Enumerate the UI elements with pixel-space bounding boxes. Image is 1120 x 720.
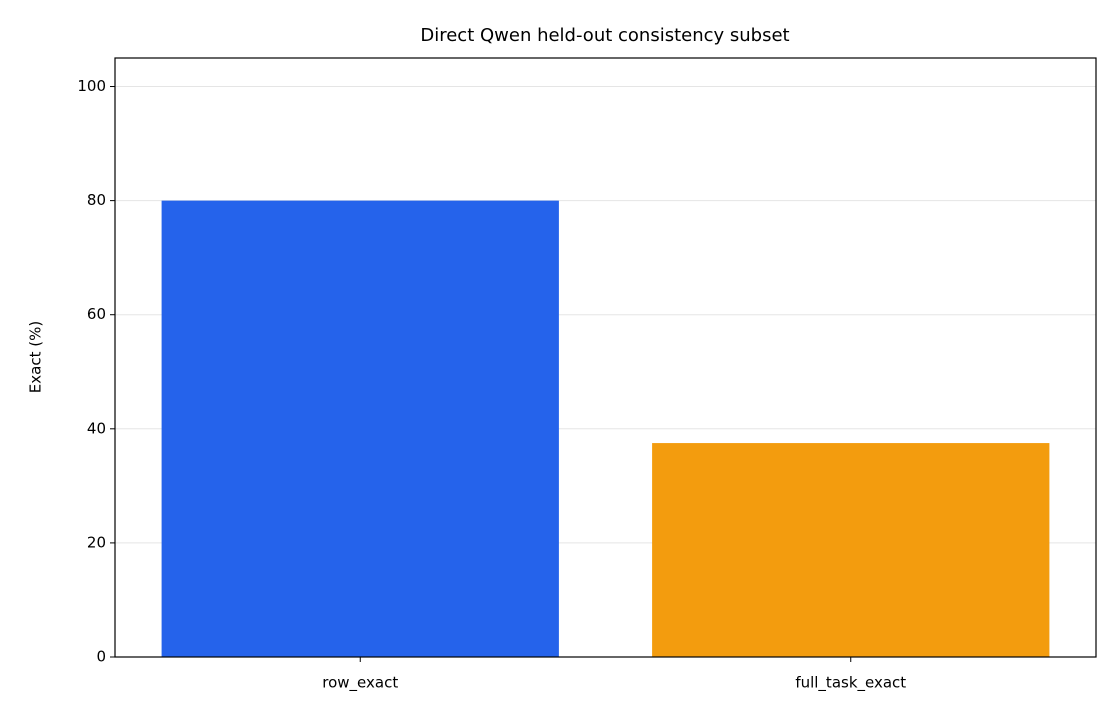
x-tick-label: row_exact (322, 674, 398, 693)
bar (652, 443, 1050, 657)
y-tick-label: 20 (87, 533, 106, 551)
y-tick-label: 80 (87, 191, 106, 209)
y-tick-label: 40 (87, 419, 106, 437)
chart-title: Direct Qwen held-out consistency subset (420, 25, 789, 46)
y-axis-label: Exact (%) (27, 321, 45, 393)
plot-frame (114, 57, 1097, 658)
y-tick-label: 60 (87, 305, 106, 323)
x-tick-label: full_task_exact (795, 674, 906, 693)
bar (161, 200, 559, 657)
y-tick-label: 100 (77, 77, 106, 95)
y-tick-label: 0 (96, 648, 106, 666)
